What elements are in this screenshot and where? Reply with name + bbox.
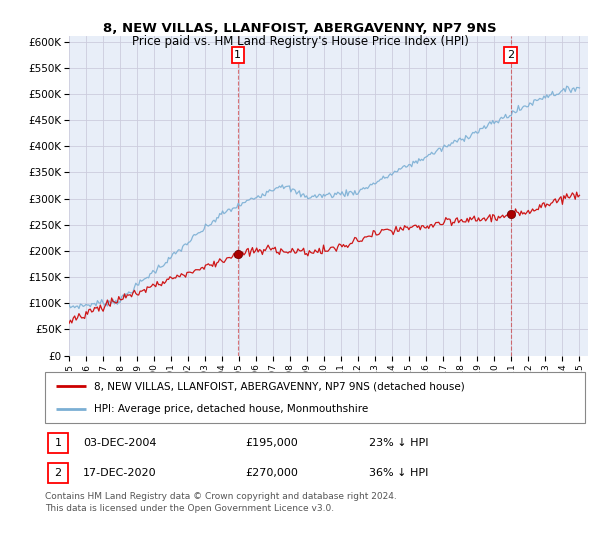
Text: 36% ↓ HPI: 36% ↓ HPI: [369, 468, 428, 478]
Text: 1: 1: [235, 50, 241, 60]
Text: 03-DEC-2004: 03-DEC-2004: [83, 438, 156, 448]
Text: £270,000: £270,000: [245, 468, 298, 478]
FancyBboxPatch shape: [45, 372, 585, 423]
Text: £195,000: £195,000: [245, 438, 298, 448]
Text: HPI: Average price, detached house, Monmouthshire: HPI: Average price, detached house, Monm…: [94, 404, 368, 414]
Text: 17-DEC-2020: 17-DEC-2020: [83, 468, 157, 478]
Text: 2: 2: [55, 468, 62, 478]
Text: 8, NEW VILLAS, LLANFOIST, ABERGAVENNY, NP7 9NS (detached house): 8, NEW VILLAS, LLANFOIST, ABERGAVENNY, N…: [94, 381, 464, 391]
Text: 23% ↓ HPI: 23% ↓ HPI: [369, 438, 428, 448]
Text: Contains HM Land Registry data © Crown copyright and database right 2024.
This d: Contains HM Land Registry data © Crown c…: [45, 492, 397, 513]
Text: 8, NEW VILLAS, LLANFOIST, ABERGAVENNY, NP7 9NS: 8, NEW VILLAS, LLANFOIST, ABERGAVENNY, N…: [103, 22, 497, 35]
Text: 1: 1: [55, 438, 61, 448]
FancyBboxPatch shape: [48, 463, 68, 483]
Text: Price paid vs. HM Land Registry's House Price Index (HPI): Price paid vs. HM Land Registry's House …: [131, 35, 469, 48]
Text: 2: 2: [507, 50, 514, 60]
FancyBboxPatch shape: [48, 433, 68, 453]
